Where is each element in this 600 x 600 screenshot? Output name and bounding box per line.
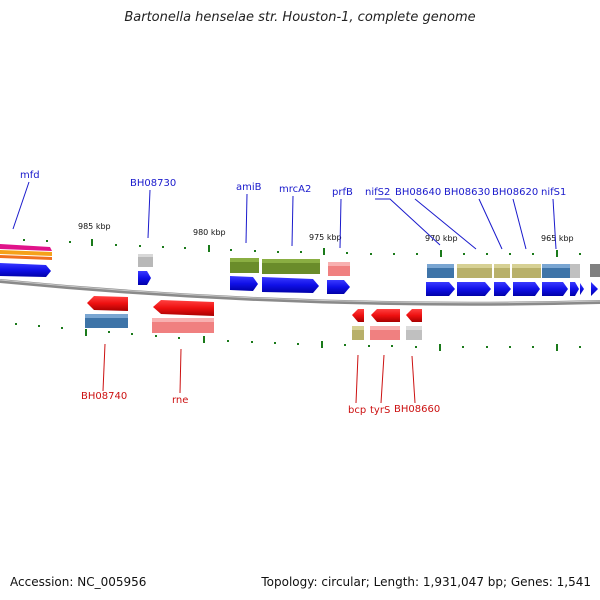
lower-ticks <box>15 323 581 351</box>
accession-text: Accession: NC_005956 <box>10 575 147 589</box>
gene-label-bh08660: BH08660 <box>394 404 440 415</box>
bottom-leader-lines <box>102 343 416 404</box>
gene-label-bh08740: BH08740 <box>81 391 127 402</box>
gene-label-amib: amiB <box>236 182 262 193</box>
forward-cds-arrows <box>138 271 598 296</box>
gene-label-bh08640: BH08640 <box>395 187 441 198</box>
genome-backbone <box>0 279 600 306</box>
gene-label-nifs2: nifS2 <box>365 187 390 198</box>
topology-text: Topology: circular; Length: 1,931,047 bp… <box>261 575 591 589</box>
upper-ticks <box>23 239 581 257</box>
gene-label-prfb: prfB <box>332 187 353 198</box>
scale-label-965: 965 kbp <box>541 234 574 243</box>
scale-label-985: 985 kbp <box>78 222 111 231</box>
reverse-cds-arrows <box>87 296 422 322</box>
genome-backbone-highlight <box>0 279 600 304</box>
gene-label-nifs1: nifS1 <box>541 187 566 198</box>
gene-label-mfd: mfd <box>20 170 40 181</box>
lower-gene-boxes <box>85 314 422 340</box>
scale-label-980: 980 kbp <box>193 228 226 237</box>
scale-label-970: 970 kbp <box>425 234 458 243</box>
gene-label-mrca2: mrcA2 <box>279 184 311 195</box>
gene-label-bh08630: BH08630 <box>444 187 490 198</box>
gene-label-rne: rne <box>172 395 188 406</box>
map-title: Bartonella henselae str. Houston-1, comp… <box>124 10 476 25</box>
gene-label-tyrs: tyrS <box>370 405 390 416</box>
upper-gene-boxes <box>138 254 600 278</box>
scale-label-975: 975 kbp <box>309 233 342 242</box>
gene-label-bh08730: BH08730 <box>130 178 176 189</box>
gene-label-bcp: bcp <box>348 405 366 416</box>
top-leader-lines <box>12 181 557 250</box>
mfd-feature <box>0 244 52 277</box>
gene-label-bh08620: BH08620 <box>492 187 538 198</box>
